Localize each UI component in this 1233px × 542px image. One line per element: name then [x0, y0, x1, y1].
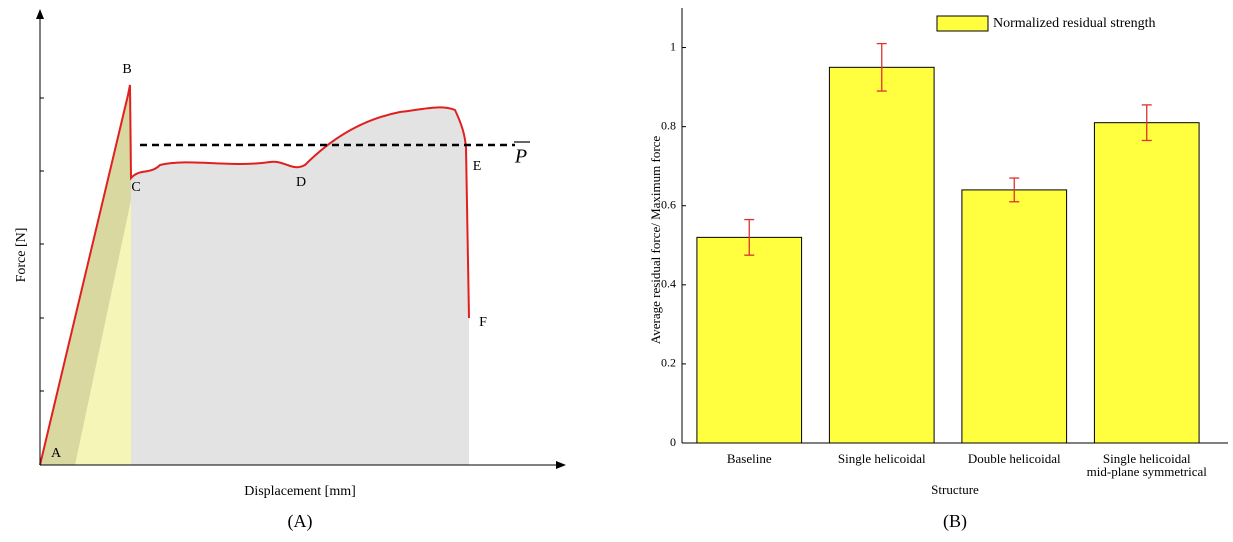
- error-bar: [876, 42, 887, 92]
- point-label: E: [473, 159, 482, 174]
- caption: (A): [288, 511, 313, 532]
- panel-a: Force [N] Displacement [mm] A B C D E F …: [14, 9, 566, 532]
- error-bar: [1141, 104, 1152, 142]
- legend-label: Normalized residual strength: [993, 16, 1156, 31]
- bar: [696, 236, 803, 444]
- y-tick-label: 0: [670, 435, 676, 449]
- x-label: Displacement [mm]: [244, 484, 356, 499]
- y-tick-label: 0.6: [661, 197, 676, 211]
- y-ticks: [40, 97, 44, 392]
- area-after: [131, 107, 469, 466]
- y-tick-label: 0.4: [661, 277, 676, 291]
- y-tick-label: 0.2: [661, 356, 676, 370]
- point-label: B: [122, 62, 131, 77]
- x-tick-label: Single helicoidal mid-plane symmetrical: [1086, 451, 1207, 479]
- bar: [1093, 122, 1200, 444]
- point-label: F: [479, 315, 487, 330]
- error-bar: [744, 218, 755, 256]
- mean-label: P: [514, 146, 527, 168]
- x-tick-label: Double helicoidal: [967, 451, 1061, 466]
- x-label: Structure: [931, 482, 979, 497]
- bar: [961, 189, 1068, 444]
- point-label: A: [51, 446, 62, 461]
- y-tick-label: 0.8: [661, 118, 676, 132]
- bar: [828, 66, 935, 444]
- y-label: Force [N]: [14, 228, 29, 283]
- caption: (B): [943, 511, 967, 532]
- y-label: Average residual force/ Maximum force: [648, 136, 663, 345]
- y-tick-label: 1: [670, 39, 676, 53]
- point-label: C: [131, 180, 140, 195]
- x-tick-label: Single helicoidal: [837, 451, 926, 466]
- force-curve: [39, 84, 470, 466]
- point-label: D: [296, 175, 306, 190]
- legend-swatch: [936, 15, 989, 32]
- error-bar: [1009, 177, 1020, 203]
- x-tick-label: Baseline: [726, 451, 772, 466]
